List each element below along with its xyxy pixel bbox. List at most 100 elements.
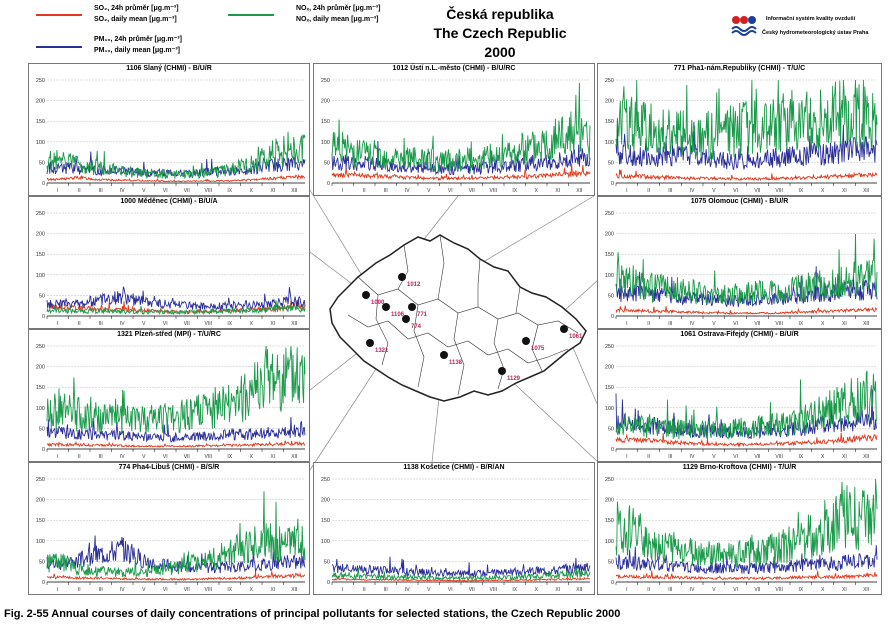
x-tick-label: III — [668, 587, 672, 593]
x-tick-label: IX — [799, 587, 804, 593]
x-tick-label: X — [821, 587, 825, 593]
x-tick-label: IV — [120, 321, 125, 327]
y-tick-label: 150 — [36, 252, 45, 258]
x-tick-label: XI — [555, 587, 560, 593]
y-tick-label: 200 — [36, 498, 45, 504]
chart-panel-9: 1129 Brno-Kroftova (CHMI) - T/U/R 0 50 100… — [597, 462, 882, 595]
chart-title: 1012 Ústí n.L.-město (CHMI) - B/U/RC — [392, 65, 516, 72]
chart-title: 771 Pha1-nám.Republiky (CHMI) - T/U/C — [673, 65, 806, 72]
legend-so2-cz: SO₂, 24h průměr [μg.m⁻³] — [94, 5, 179, 12]
x-tick-label: IX — [799, 321, 804, 327]
x-tick-label: II — [78, 321, 81, 327]
x-tick-label: XII — [863, 454, 869, 460]
x-tick-label: XII — [291, 321, 297, 327]
chart-panel-1: 1012 Ústí n.L.-město (CHMI) - B/U/RC 0 50… — [313, 63, 595, 196]
x-tick-label: VII — [469, 188, 475, 194]
y-tick-label: 0 — [611, 447, 614, 453]
station-marker — [440, 351, 448, 359]
series-line-nox — [615, 478, 878, 569]
x-tick-label: IV — [120, 454, 125, 460]
x-tick-label: IX — [227, 454, 232, 460]
legend-so2-en: SO₂, daily mean [μg.m⁻³] — [94, 16, 177, 23]
x-tick-label: III — [384, 188, 388, 194]
chart-title: 1075 Olomouc (CHMI) - B/U/R — [690, 198, 789, 205]
station-label: 1061 — [569, 334, 583, 340]
legend-nox-line — [228, 14, 274, 16]
series-line-pm10 — [331, 556, 591, 579]
x-tick-label: III — [99, 587, 103, 593]
x-tick-label: XI — [270, 587, 275, 593]
x-tick-label: X — [535, 587, 539, 593]
x-tick-label: IX — [227, 587, 232, 593]
x-tick-label: II — [78, 587, 81, 593]
y-tick-label: 0 — [42, 580, 45, 586]
station-label: 774 — [411, 324, 422, 330]
chart-panel-6: 1061 Ostrava-Fifejdy (CHMI) - B/U/R 0 50 1… — [597, 329, 882, 462]
y-tick-label: 200 — [605, 365, 614, 371]
station-marker — [498, 367, 506, 375]
x-tick-label: III — [668, 188, 672, 194]
x-tick-label: V — [427, 587, 431, 593]
series-line-pm10 — [46, 286, 306, 311]
x-tick-label: VII — [754, 188, 760, 194]
x-tick-label: X — [535, 188, 539, 194]
y-tick-label: 0 — [327, 580, 330, 586]
y-tick-label: 100 — [605, 539, 614, 545]
x-tick-label: IV — [690, 587, 695, 593]
x-tick-label: III — [668, 321, 672, 327]
x-tick-label: XII — [863, 321, 869, 327]
x-tick-label: VI — [733, 587, 738, 593]
y-tick-label: 250 — [36, 344, 45, 350]
series-line-nox — [616, 233, 878, 305]
x-tick-label: I — [342, 188, 343, 194]
x-tick-label: I — [626, 321, 627, 327]
y-tick-label: 100 — [605, 140, 614, 146]
x-tick-label: XI — [842, 321, 847, 327]
y-tick-label: 150 — [36, 518, 45, 524]
x-tick-label: XI — [270, 188, 275, 194]
series-line-so2 — [47, 440, 306, 448]
y-tick-label: 100 — [605, 406, 614, 412]
y-tick-label: 150 — [605, 252, 614, 258]
chart-panel-4: 1075 Olomouc (CHMI) - B/U/R 0 50 100 150 200… — [597, 196, 882, 329]
x-tick-label: X — [821, 188, 825, 194]
x-tick-label: VIII — [489, 587, 497, 593]
y-tick-label: 100 — [36, 273, 45, 279]
y-tick-label: 50 — [39, 426, 45, 432]
x-tick-label: II — [78, 454, 81, 460]
x-tick-label: VIII — [204, 321, 212, 327]
x-tick-label: XII — [863, 587, 869, 593]
series-line-so2 — [615, 305, 878, 316]
chart-panel-8: 1138 Košetice (CHMI) - B/R/AN 0 50 100 150 2… — [313, 462, 595, 595]
x-tick-label: III — [99, 454, 103, 460]
x-tick-label: I — [57, 454, 58, 460]
y-tick-label: 50 — [608, 293, 614, 299]
chart-title: 1000 Měděnec (CHMI) - B/U/A — [120, 198, 218, 205]
x-tick-label: V — [712, 321, 716, 327]
station-marker — [522, 337, 530, 345]
x-tick-label: V — [142, 587, 146, 593]
station-label: 1075 — [531, 346, 545, 352]
title-line1: Česká republika — [446, 6, 554, 22]
station-label: 1106 — [391, 312, 405, 318]
x-tick-label: VI — [448, 587, 453, 593]
x-tick-label: VIII — [775, 587, 783, 593]
x-tick-label: IX — [512, 587, 517, 593]
y-tick-label: 250 — [36, 477, 45, 483]
chart-panel-5: 1321 Plzeň-střed (MPI) - T/U/RC 0 50 100 15… — [28, 329, 310, 462]
x-tick-label: X — [821, 321, 825, 327]
y-tick-label: 150 — [321, 518, 330, 524]
y-tick-label: 50 — [608, 559, 614, 565]
x-tick-label: III — [384, 587, 388, 593]
chart-panel-3: 1000 Měděnec (CHMI) - B/U/A 0 50 100 150 200… — [28, 196, 310, 329]
legend-pm10-cz: PM₁₀, 24h průměr [μg.m⁻³] — [94, 36, 182, 43]
x-tick-label: VI — [163, 188, 168, 194]
series-line-nox — [46, 131, 306, 180]
x-tick-label: II — [363, 587, 366, 593]
y-tick-label: 150 — [36, 119, 45, 125]
